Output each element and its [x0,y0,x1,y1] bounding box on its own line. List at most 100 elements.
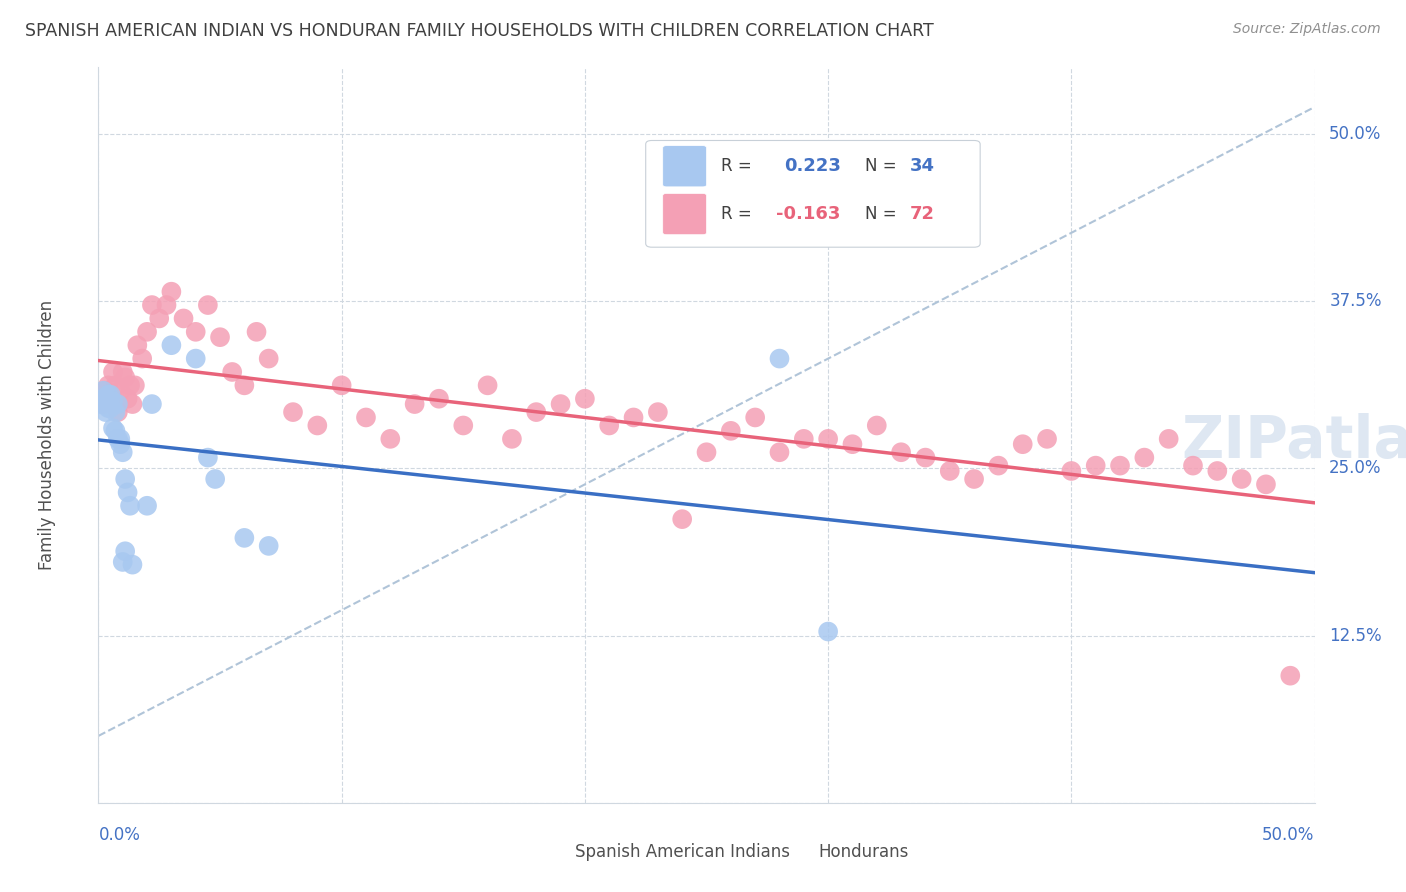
Point [101,365,124,379]
Point [696,445,718,459]
Point [720,424,742,438]
Point [111,555,134,569]
Point [91,392,114,406]
Point [100,392,122,406]
Point [245,325,267,339]
Point [121,558,143,572]
Point [114,472,136,486]
Text: ZIPatlas: ZIPatlas [1181,413,1406,470]
Text: Spanish American Indians: Spanish American Indians [575,843,790,861]
Point [101,394,124,409]
Point [307,418,329,433]
Point [354,410,377,425]
Point [233,378,256,392]
Point [197,450,219,465]
Point [623,410,645,425]
FancyBboxPatch shape [645,140,980,247]
Point [817,432,839,446]
Point [141,397,163,411]
Point [94,384,117,398]
Point [110,437,132,451]
Point [114,544,136,558]
Point [1036,432,1059,446]
Text: 50.0%: 50.0% [1329,125,1382,143]
Point [1279,669,1302,683]
Text: 34: 34 [910,157,935,175]
FancyBboxPatch shape [769,839,811,872]
Point [963,472,986,486]
Point [136,325,159,339]
Point [118,378,141,392]
Point [127,338,149,352]
Point [100,387,122,401]
Point [1109,458,1132,473]
Point [184,325,207,339]
Point [671,512,693,526]
Point [101,421,124,435]
Point [124,378,146,392]
Point [111,365,134,379]
Point [97,401,120,416]
Point [221,365,243,379]
Point [131,351,153,366]
Point [155,298,177,312]
Point [768,351,790,366]
Text: N =: N = [865,205,901,223]
Text: 0.0%: 0.0% [98,826,141,845]
Point [1254,477,1277,491]
Point [91,384,114,398]
Point [1084,458,1107,473]
Text: -0.163: -0.163 [776,205,841,223]
Point [1011,437,1033,451]
Point [866,418,889,433]
Point [173,311,195,326]
Point [1060,464,1083,478]
Point [404,397,426,411]
Point [1133,450,1156,465]
Point [160,285,183,299]
FancyBboxPatch shape [662,194,707,235]
Point [477,378,499,392]
Point [817,624,839,639]
Text: 12.5%: 12.5% [1329,626,1382,645]
Point [110,384,132,398]
Point [97,378,120,392]
Point [1230,472,1253,486]
Point [793,432,815,446]
Point [110,432,132,446]
Point [94,397,117,411]
Point [121,397,143,411]
Text: R =: R = [721,157,762,175]
Point [233,531,256,545]
Point [104,405,127,419]
Point [90,397,112,411]
Point [890,445,912,459]
Text: SPANISH AMERICAN INDIAN VS HONDURAN FAMILY HOUSEHOLDS WITH CHILDREN CORRELATION : SPANISH AMERICAN INDIAN VS HONDURAN FAMI… [25,22,934,40]
Point [550,397,572,411]
Point [148,311,170,326]
Point [281,405,304,419]
Point [91,397,114,411]
Point [841,437,863,451]
Point [744,410,766,425]
Text: R =: R = [721,205,756,223]
Point [101,397,124,411]
Point [987,458,1010,473]
Point [117,392,139,406]
Point [111,445,134,459]
Point [1157,432,1180,446]
Point [100,401,122,416]
Point [94,405,117,419]
Point [1206,464,1229,478]
Text: Source: ZipAtlas.com: Source: ZipAtlas.com [1233,22,1381,37]
Point [524,405,547,419]
Point [204,472,226,486]
Point [330,378,353,392]
FancyBboxPatch shape [662,145,707,186]
Text: 72: 72 [910,205,935,223]
Point [114,370,136,384]
Point [380,432,402,446]
Text: 50.0%: 50.0% [1263,826,1315,845]
Point [501,432,523,446]
Point [209,330,232,344]
